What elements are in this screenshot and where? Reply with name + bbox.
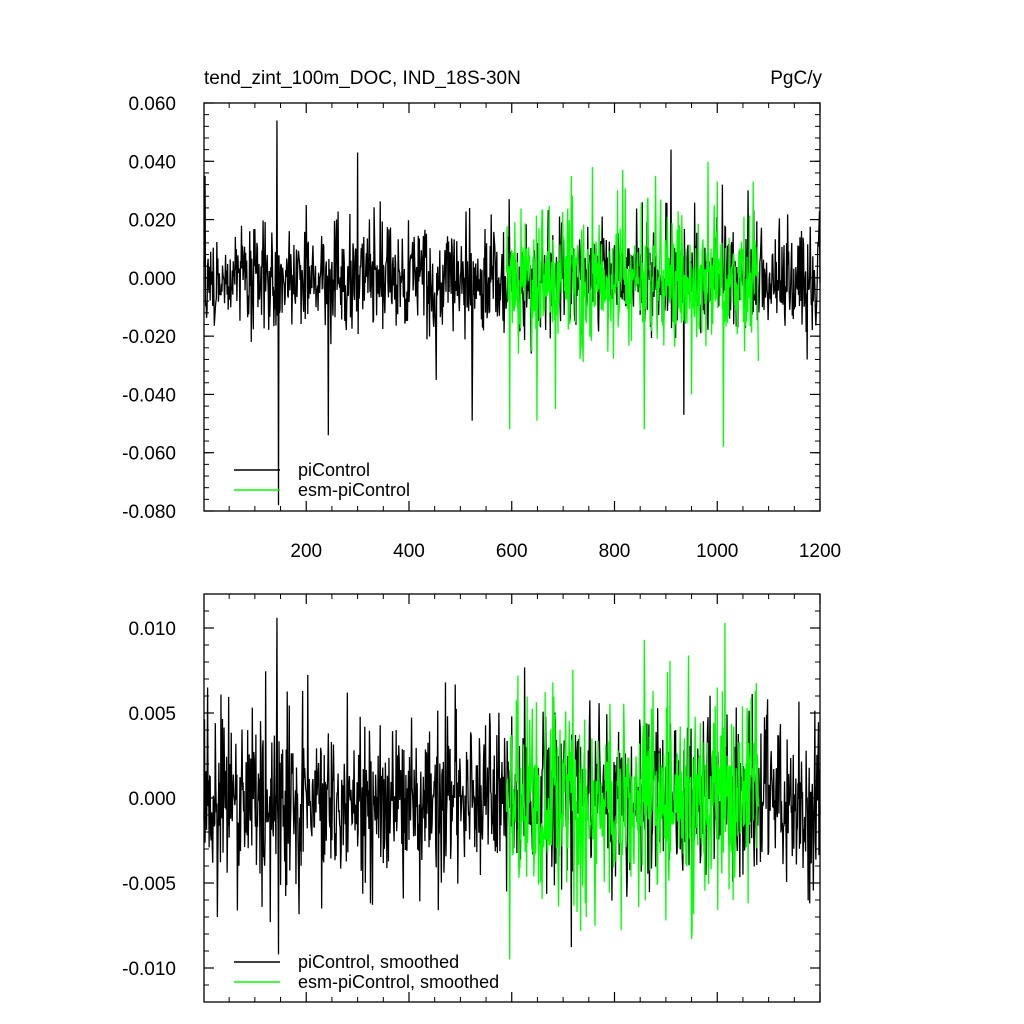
series-line-esm-picontrol-smoothed [505,622,759,960]
x-tick-label: 400 [393,541,425,562]
top-panel: tend_zint_100m_DOC, IND_18S-30N PgC/y 20… [122,68,841,562]
bottom-panel-frame [203,593,821,1003]
legend-label: esm-piControl, smoothed [298,972,499,992]
top-panel-series [203,120,821,506]
bottom-panel: -0.010 -0.005 0.000 0.005 0.010 piControl, s… [122,593,821,1003]
top-panel-ticks: 200 400 600 800 1000 1200 -0.080 -0.060 -0.040 -0… [122,94,841,562]
top-panel-units: PgC/y [770,68,822,89]
x-tick-label: 600 [496,541,528,562]
y-tick-label: 0.005 [128,704,176,725]
y-tick-label: 0.000 [128,789,176,810]
legend-label: esm-piControl [298,480,410,500]
y-tick-label: -0.010 [122,959,176,980]
y-tick-label: -0.060 [122,444,176,465]
y-tick-label: 0.060 [128,94,176,115]
x-tick-label: 1000 [696,541,738,562]
bottom-panel-series [203,617,821,960]
y-tick-label: -0.040 [122,385,176,406]
x-tick-label: 800 [599,541,631,562]
x-tick-label: 200 [290,541,322,562]
top-panel-title: tend_zint_100m_DOC, IND_18S-30N [204,68,521,89]
y-tick-label: -0.005 [122,874,176,895]
y-tick-label: -0.020 [122,327,176,348]
y-tick-label: -0.080 [122,502,176,523]
legend-label: piControl, smoothed [298,952,459,972]
top-panel-frame [203,102,821,512]
x-tick-label: 1200 [799,541,841,562]
y-tick-label: 0.040 [128,152,176,173]
y-tick-label: 0.020 [128,211,176,232]
legend-label: piControl [298,460,370,480]
bottom-panel-ticks: -0.010 -0.005 0.000 0.005 0.010 [122,593,821,1003]
y-tick-label: 0.010 [128,619,176,640]
series-line-esm-picontrol [505,161,759,447]
y-tick-label: 0.000 [128,269,176,290]
